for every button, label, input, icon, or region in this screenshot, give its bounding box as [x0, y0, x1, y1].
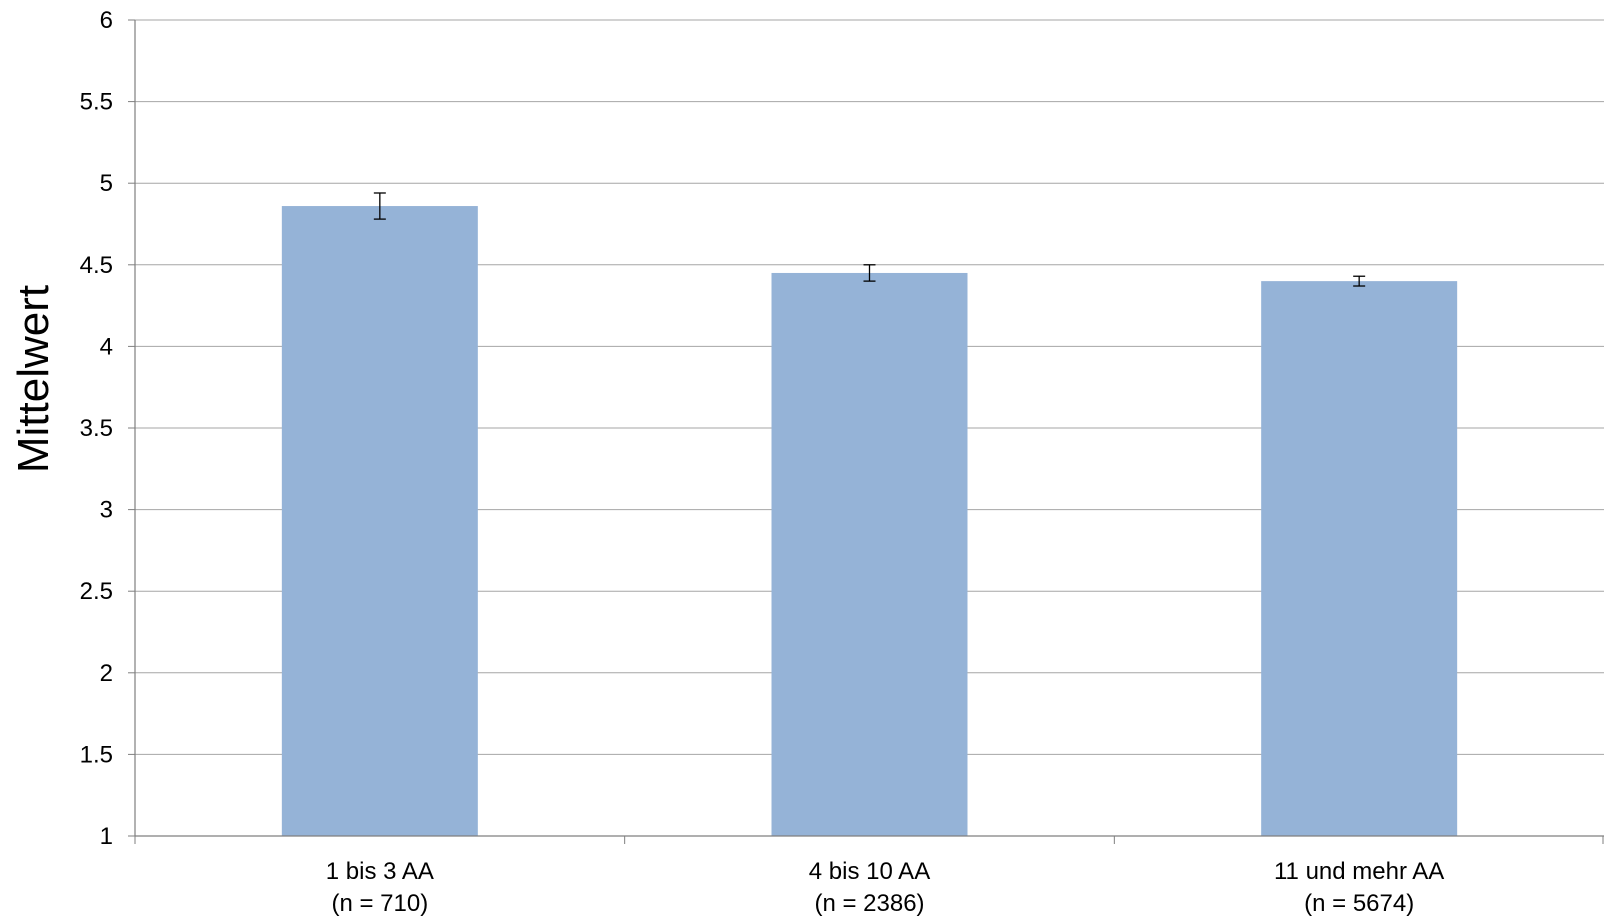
bar — [1261, 281, 1458, 836]
x-category-label: 1 bis 3 AA — [326, 858, 434, 885]
y-tick-label: 1.5 — [80, 741, 113, 768]
y-tick-label: 3 — [100, 497, 113, 524]
x-category-label: 4 bis 10 AA — [809, 858, 930, 885]
bar — [771, 272, 968, 837]
error-bars — [373, 192, 1366, 287]
y-tick-label: 6 — [100, 7, 113, 34]
x-category-n-label: (n = 710) — [331, 890, 428, 917]
x-category-label: 11 und mehr AA — [1274, 858, 1444, 885]
y-tick-label: 2 — [100, 660, 113, 687]
y-tick-label: 5.5 — [80, 89, 113, 116]
x-category-n-label: (n = 5674) — [1304, 890, 1414, 917]
y-tick-label: 1 — [100, 823, 113, 850]
y-tick-label: 4 — [100, 333, 113, 360]
y-axis-title: Mittelwert — [9, 285, 58, 473]
y-tick-labels: 1 1.5 2 2.5 3 3.5 4 4.5 5 5.5 6 — [80, 7, 113, 850]
y-tick-label: 3.5 — [80, 415, 113, 442]
y-tick-label: 2.5 — [80, 578, 113, 605]
x-category-n-label: (n = 2386) — [814, 890, 924, 917]
bar — [281, 206, 478, 837]
x-category-labels: 1 bis 3 AA (n = 710) 4 bis 10 AA (n = 2386)… — [326, 858, 1445, 917]
y-tick-label: 4.5 — [80, 252, 113, 279]
bars — [281, 206, 1458, 837]
axes — [128, 19, 1604, 844]
y-tick-label: 5 — [100, 170, 113, 197]
